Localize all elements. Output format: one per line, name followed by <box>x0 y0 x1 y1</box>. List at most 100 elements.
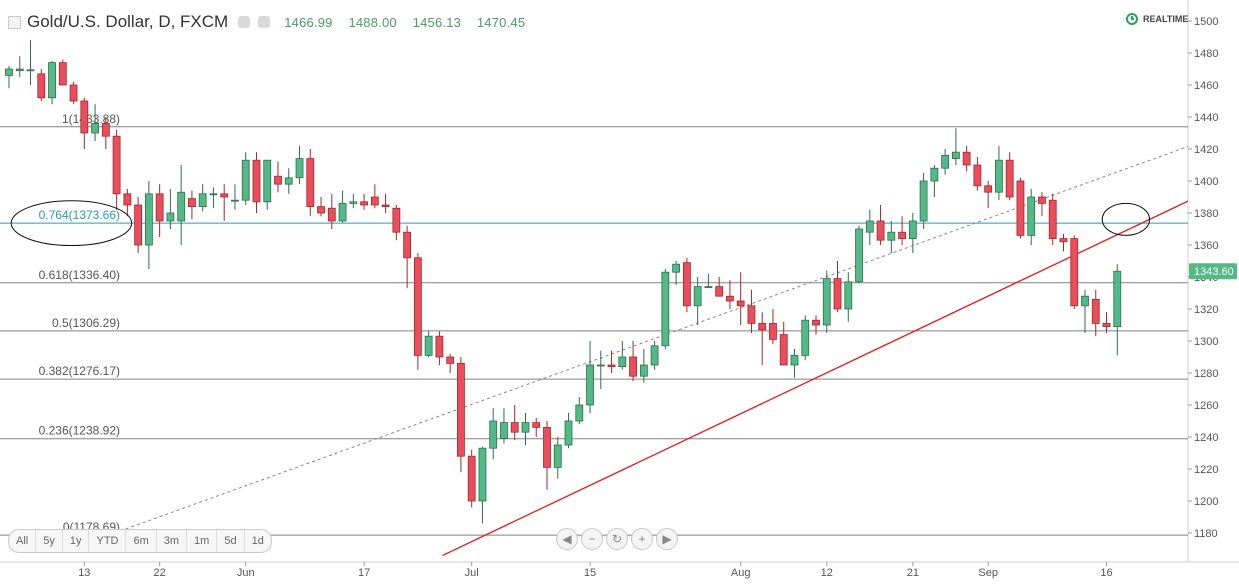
candle-body[interactable] <box>833 278 842 310</box>
candle-body[interactable] <box>37 73 46 99</box>
candle-body[interactable] <box>930 167 939 182</box>
eye-icon[interactable] <box>238 16 251 28</box>
candle-body[interactable] <box>973 164 982 187</box>
candle-body[interactable] <box>252 159 261 203</box>
candle-body[interactable] <box>1070 238 1079 307</box>
candle-body[interactable] <box>134 204 143 246</box>
candle-body[interactable] <box>596 364 605 367</box>
candle-body[interactable] <box>951 151 960 159</box>
candle-body[interactable] <box>284 177 293 185</box>
range-1m[interactable]: 1m <box>187 530 218 552</box>
candle-body[interactable] <box>274 175 282 185</box>
candle-body[interactable] <box>144 193 153 246</box>
range-6m[interactable]: 6m <box>126 530 157 552</box>
candle-body[interactable] <box>349 201 358 204</box>
candle-body[interactable] <box>1102 322 1111 327</box>
candle-body[interactable] <box>69 84 78 102</box>
candle-body[interactable] <box>855 228 863 283</box>
candle-body[interactable] <box>241 159 250 201</box>
candle-body[interactable] <box>532 422 541 428</box>
range-5d[interactable]: 5d <box>217 530 245 552</box>
candle-body[interactable] <box>564 420 573 446</box>
candle-body[interactable] <box>478 447 487 502</box>
candle-body[interactable] <box>446 356 455 364</box>
candle-body[interactable] <box>435 335 444 358</box>
candle-body[interactable] <box>618 356 627 368</box>
candle-body[interactable] <box>586 364 594 406</box>
candle-body[interactable] <box>1113 270 1122 327</box>
symbol-title[interactable]: Gold/U.S. Dollar, D, FXCM <box>27 12 229 31</box>
candle-body[interactable] <box>865 220 874 233</box>
candle-body[interactable] <box>370 196 379 206</box>
realtime-indicator[interactable]: REALTIME <box>1126 13 1188 25</box>
candle-body[interactable] <box>392 207 401 233</box>
candle-body[interactable] <box>91 123 99 134</box>
zoom-in-icon[interactable]: + <box>631 528 653 550</box>
scroll-right-icon[interactable]: ▶ <box>656 528 678 550</box>
range-ytd[interactable]: YTD <box>89 530 127 552</box>
candle-body[interactable] <box>779 334 788 366</box>
candle-body[interactable] <box>898 231 906 239</box>
candle-body[interactable] <box>381 204 390 207</box>
candle-body[interactable] <box>639 364 648 377</box>
candle-body[interactable] <box>424 335 433 356</box>
candle-body[interactable] <box>1048 199 1057 239</box>
candle-body[interactable] <box>876 220 885 241</box>
candle-body[interactable] <box>510 422 519 433</box>
candle-body[interactable] <box>457 362 465 457</box>
candle-body[interactable] <box>26 69 35 72</box>
candle-body[interactable] <box>1038 196 1046 204</box>
range-5y[interactable]: 5y <box>36 530 63 552</box>
candle-body[interactable] <box>575 404 584 422</box>
zoom-out-icon[interactable]: − <box>581 528 603 550</box>
candle-body[interactable] <box>220 193 229 198</box>
candle-body[interactable] <box>489 420 498 449</box>
candle-body[interactable] <box>844 281 853 310</box>
candle-body[interactable] <box>295 158 304 179</box>
candle-body[interactable] <box>58 62 67 86</box>
candle-body[interactable] <box>166 212 175 222</box>
candle-body[interactable] <box>327 207 336 222</box>
candle-body[interactable] <box>80 100 89 134</box>
candle-body[interactable] <box>984 185 993 193</box>
candle-body[interactable] <box>607 364 616 368</box>
candle-body[interactable] <box>155 193 164 222</box>
trendline-support[interactable] <box>442 194 1204 556</box>
candle-body[interactable] <box>919 180 928 222</box>
candle-body[interactable] <box>887 231 896 241</box>
candle-body[interactable] <box>263 159 272 203</box>
candle-body[interactable] <box>704 286 713 289</box>
candle-body[interactable] <box>682 262 691 307</box>
candle-body[interactable] <box>1091 298 1100 324</box>
candle-body[interactable] <box>747 305 756 324</box>
candle-body[interactable] <box>726 295 734 302</box>
settings-icon[interactable] <box>258 16 271 28</box>
candle-body[interactable] <box>500 422 508 440</box>
candle-body[interactable] <box>941 154 950 169</box>
candle-body[interactable] <box>338 202 347 222</box>
range-3m[interactable]: 3m <box>157 530 188 552</box>
scroll-left-icon[interactable]: ◀ <box>556 528 578 550</box>
candle-body[interactable] <box>360 201 368 206</box>
candle-body[interactable] <box>413 257 422 356</box>
candle-body[interactable] <box>736 300 745 307</box>
candle-body[interactable] <box>962 151 971 166</box>
candle-body[interactable] <box>672 263 681 273</box>
candle-body[interactable] <box>521 422 530 433</box>
candle-body[interactable] <box>403 231 412 259</box>
candle-body[interactable] <box>1016 180 1025 236</box>
range-all[interactable]: All <box>9 530 37 552</box>
candle-body[interactable] <box>693 286 702 307</box>
candle-body[interactable] <box>715 286 724 297</box>
candle-body[interactable] <box>1005 159 1014 198</box>
candle-body[interactable] <box>5 68 13 76</box>
candle-body[interactable] <box>101 123 110 137</box>
candle-body[interactable] <box>790 354 799 366</box>
reset-icon[interactable]: ↻ <box>606 528 628 550</box>
candle-body[interactable] <box>801 319 810 356</box>
candle-body[interactable] <box>112 135 121 195</box>
annotation-ellipse[interactable] <box>1101 202 1151 236</box>
collapse-square-icon[interactable] <box>8 15 21 29</box>
candle-body[interactable] <box>543 426 551 468</box>
